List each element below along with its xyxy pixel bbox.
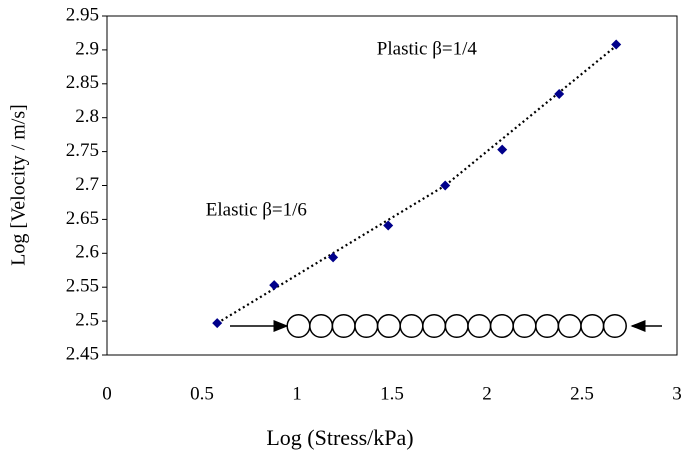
data-point <box>497 144 508 155</box>
y-tick-label: 2.85 <box>66 72 99 93</box>
y-tick-label: 2.65 <box>66 208 99 229</box>
x-axis-label: Log (Stress/kPa) <box>266 425 413 450</box>
particle <box>309 313 334 339</box>
y-tick-label: 2.7 <box>75 174 99 195</box>
particle <box>535 313 560 339</box>
data-point <box>269 280 280 291</box>
y-axis-label: Log [Velocity / m/s] <box>8 104 30 266</box>
data-point <box>611 39 622 50</box>
particle <box>354 313 379 339</box>
particle <box>376 313 401 339</box>
x-tick-label: 2.5 <box>570 383 594 404</box>
trend-line <box>216 184 446 325</box>
data-point <box>328 252 339 263</box>
particle <box>399 313 424 339</box>
particle <box>512 313 537 339</box>
data-point <box>212 318 223 329</box>
y-tick-label: 2.9 <box>75 38 99 59</box>
annotation: Plastic β=1/4 <box>377 38 478 59</box>
x-tick-label: 0.5 <box>190 383 214 404</box>
y-tick-label: 2.6 <box>75 242 99 263</box>
annotation: Elastic β=1/6 <box>206 200 307 221</box>
trend-line <box>444 44 617 187</box>
data-point <box>383 220 394 231</box>
y-tick-label: 2.95 <box>66 4 99 25</box>
data-point <box>554 88 565 99</box>
particle <box>422 313 447 339</box>
y-tick-label: 2.5 <box>75 309 99 330</box>
y-tick-label: 2.8 <box>75 106 99 127</box>
particle <box>444 313 469 339</box>
particle <box>557 313 582 339</box>
particle <box>602 313 627 339</box>
particle <box>489 313 514 339</box>
x-tick-label: 2 <box>482 383 492 404</box>
particle <box>286 313 311 339</box>
y-tick-label: 2.55 <box>66 276 99 297</box>
plot-frame <box>106 15 678 356</box>
particle <box>580 313 605 339</box>
y-tick-label: 2.45 <box>66 343 99 364</box>
x-tick-label: 0 <box>102 383 112 404</box>
x-tick-label: 1 <box>292 383 302 404</box>
y-tick-label: 2.75 <box>66 140 99 161</box>
particle <box>331 313 356 339</box>
x-tick-label: 3 <box>672 383 682 404</box>
data-point <box>440 180 451 191</box>
x-tick-label: 1.5 <box>380 383 404 404</box>
particle-chain <box>230 313 662 339</box>
particle <box>467 313 492 339</box>
